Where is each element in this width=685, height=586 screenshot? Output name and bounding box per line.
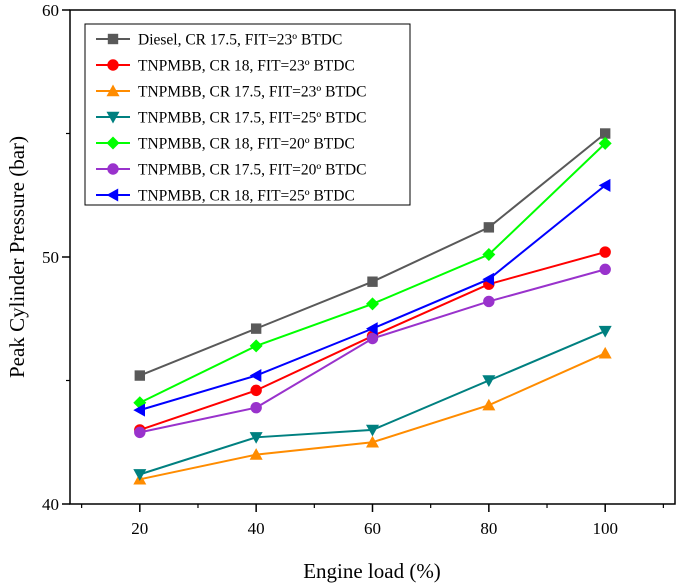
legend-marker <box>107 163 119 175</box>
legend: Diesel, CR 17.5, FIT=23º BTDC TNPMBB, CR … <box>84 23 411 206</box>
data-point <box>250 384 262 397</box>
data-point <box>482 248 496 262</box>
legend-label: TNPMBB, CR 18, FIT=25º BTDC <box>138 188 355 205</box>
x-tick-label: 40 <box>248 519 265 538</box>
y-tick-label: 50 <box>42 248 59 267</box>
data-point <box>483 222 495 233</box>
legend-marker <box>106 188 119 202</box>
data-point <box>598 178 611 192</box>
data-point <box>249 339 263 353</box>
y-tick-label: 40 <box>42 495 59 514</box>
data-point <box>250 401 262 414</box>
data-point <box>133 403 146 417</box>
legend-entry-1: Diesel, CR 17.5, FIT=23º BTDC <box>96 32 342 49</box>
data-point <box>249 448 263 460</box>
legend-entry-3: TNPMBB, CR 17.5, FIT=23º BTDC <box>96 84 366 101</box>
data-point <box>482 375 496 387</box>
data-point <box>482 272 495 286</box>
legend-entry-7: TNPMBB, CR 18, FIT=25º BTDC <box>96 188 355 205</box>
legend-marker <box>107 59 119 71</box>
data-point <box>249 369 262 383</box>
data-point <box>366 435 379 448</box>
legend-label: TNPMBB, CR 17.5, FIT=20º BTDC <box>138 162 366 179</box>
data-point <box>134 370 146 381</box>
legend-label: TNPMBB, CR 17.5, FIT=23º BTDC <box>138 84 366 101</box>
data-point <box>366 322 378 336</box>
series-1 <box>134 128 611 381</box>
data-point <box>366 424 379 437</box>
x-tick-label: 20 <box>131 519 148 538</box>
series-6 <box>134 263 611 439</box>
legend-box <box>84 23 411 206</box>
series-4 <box>133 325 612 481</box>
x-tick-label: 80 <box>480 519 497 538</box>
legend-label: TNPMBB, CR 18, FIT=23º BTDC <box>138 58 355 75</box>
series-layer <box>133 128 612 485</box>
data-point <box>250 323 262 334</box>
x-tick-label: 60 <box>364 519 381 538</box>
data-point <box>599 128 611 139</box>
x-tick-labels: 20 40 60 80 100 <box>131 519 618 538</box>
x-axis-title: Engine load (%) <box>303 559 441 583</box>
data-point <box>598 346 612 359</box>
legend-marker <box>107 33 119 45</box>
legend-entry-4: TNPMBB, CR 17.5, FIT=25º BTDC <box>96 110 366 127</box>
x-tick-label: 100 <box>592 519 618 538</box>
data-point <box>599 263 611 276</box>
data-point <box>483 295 495 308</box>
data-point <box>482 398 496 411</box>
data-point <box>133 469 147 481</box>
y-tick-label: 60 <box>42 1 59 20</box>
data-point <box>598 136 612 150</box>
data-point <box>366 297 379 311</box>
data-point <box>367 276 378 287</box>
data-point <box>366 332 379 345</box>
legend-entry-5: TNPMBB, CR 18, FIT=20º BTDC <box>96 136 355 153</box>
legend-label: TNPMBB, CR 17.5, FIT=25º BTDC <box>138 110 366 127</box>
y-tick-labels: 40 50 60 <box>42 1 59 514</box>
data-point <box>249 432 263 444</box>
legend-marker <box>106 111 120 124</box>
series-7 <box>133 178 611 417</box>
legend-label: Diesel, CR 17.5, FIT=23º BTDC <box>138 32 342 49</box>
legend-marker <box>106 84 120 97</box>
y-axis-title: Peak Cylinder Pressure (bar) <box>5 136 29 378</box>
axis-ticks <box>62 9 664 512</box>
data-point <box>599 246 611 258</box>
data-point <box>598 325 612 338</box>
legend-label: TNPMBB, CR 18, FIT=20º BTDC <box>138 136 355 153</box>
legend-entry-2: TNPMBB, CR 18, FIT=23º BTDC <box>96 58 355 75</box>
data-point <box>134 426 146 439</box>
legend-entry-6: TNPMBB, CR 17.5, FIT=20º BTDC <box>96 162 366 179</box>
legend-marker <box>106 136 120 150</box>
